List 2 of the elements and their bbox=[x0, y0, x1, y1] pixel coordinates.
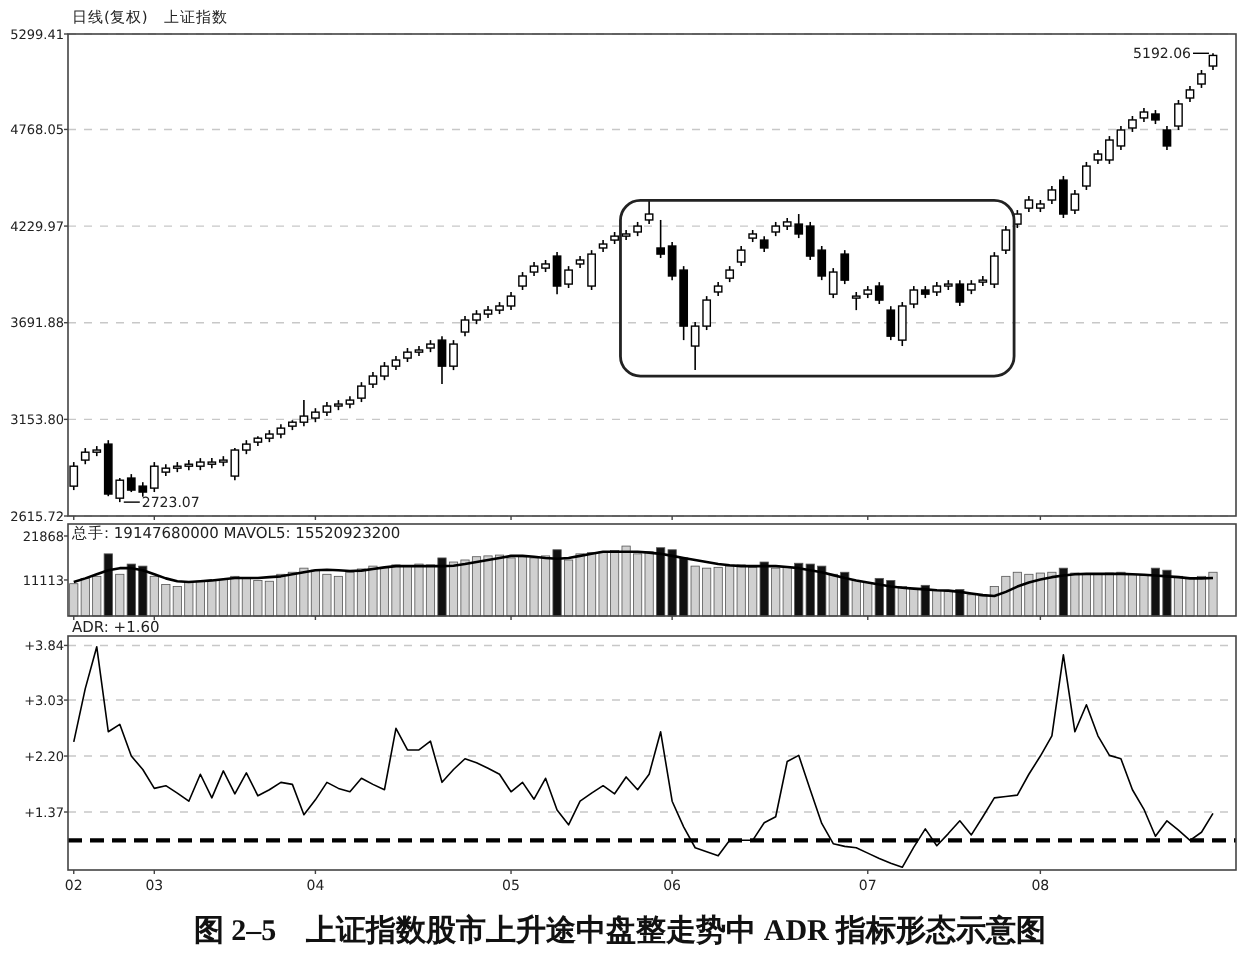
line-series bbox=[72, 550, 1215, 598]
caption: 图 2–5 上证指数股市上升途中盘整走势中 ADR 指标形态示意图 bbox=[193, 912, 1047, 948]
